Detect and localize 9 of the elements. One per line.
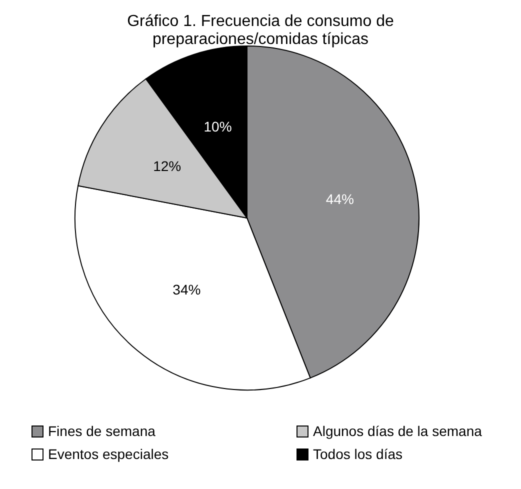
data-label: 44%: [326, 190, 354, 207]
data-label: 12%: [153, 158, 182, 174]
legend-label: Eventos especiales: [48, 446, 169, 462]
legend-label: Fines de semana: [48, 423, 156, 439]
legend-label: Todos los días: [313, 446, 402, 462]
data-label: 34%: [172, 282, 201, 298]
data-label: 10%: [204, 118, 232, 135]
legend-label: Algunos días de la semana: [313, 423, 482, 439]
chart-title: Gráfico 1. Frecuencia de consumo de preparaciones/comidas típicas: [127, 13, 394, 48]
